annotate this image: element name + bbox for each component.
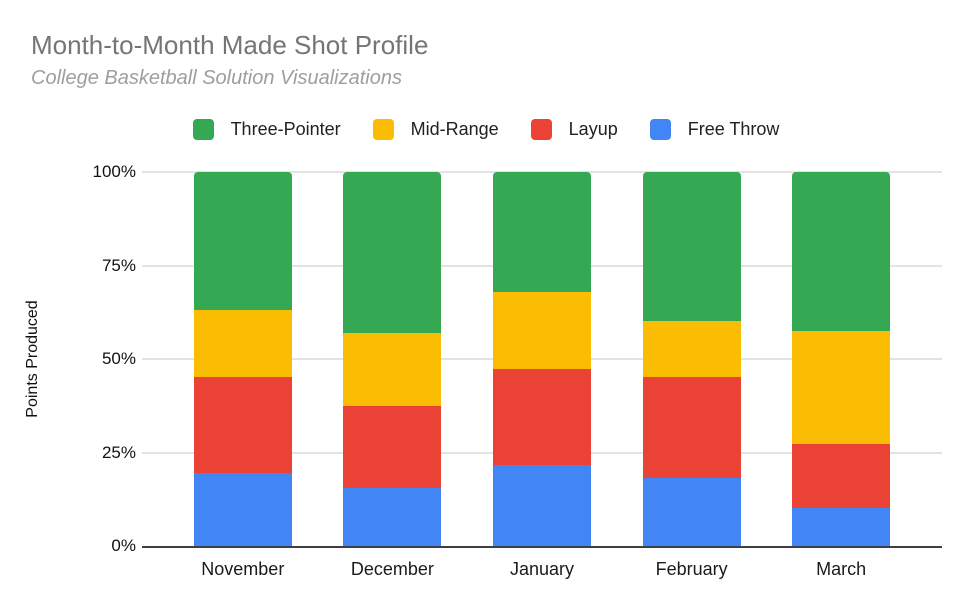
- bar-segment-december-layup[interactable]: [343, 406, 442, 488]
- x-label-december: December: [350, 559, 434, 579]
- bar-february: [642, 172, 741, 546]
- bar-segment-february-mid-range[interactable]: [642, 321, 741, 378]
- bar-march: [792, 172, 891, 546]
- bar-segment-november-three-pointer[interactable]: [193, 172, 292, 310]
- legend-item-free-throw[interactable]: Free Throw: [649, 118, 780, 140]
- bar-segment-january-three-pointer[interactable]: [493, 172, 591, 293]
- bar-segment-march-mid-range[interactable]: [792, 331, 891, 444]
- y-tick-25: 25%: [101, 442, 136, 462]
- bar-segment-january-mid-range[interactable]: [493, 292, 591, 370]
- legend-label: Free Throw: [687, 118, 780, 139]
- y-tick-100: 100%: [92, 162, 136, 181]
- legend-label: Mid-Range: [410, 118, 499, 139]
- x-label-march: March: [816, 559, 867, 579]
- bar-segment-february-three-pointer[interactable]: [642, 172, 741, 322]
- legend-item-mid-range[interactable]: Mid-Range: [372, 118, 499, 140]
- legend-label: Three-Pointer: [230, 118, 341, 139]
- bar-segment-march-layup[interactable]: [792, 443, 891, 508]
- bar-segment-november-layup[interactable]: [193, 377, 292, 473]
- x-label-february: February: [655, 559, 728, 579]
- legend-swatch-layup: [530, 118, 552, 140]
- bar-segment-february-layup[interactable]: [642, 377, 741, 478]
- bar-december: [343, 172, 442, 546]
- y-tick-75: 75%: [101, 255, 136, 275]
- bar-segment-february-free-throw[interactable]: [642, 477, 741, 546]
- legend-item-three-pointer[interactable]: Three-Pointer: [192, 118, 341, 140]
- y-tick-50: 50%: [101, 349, 136, 368]
- legend-label: Layup: [568, 118, 618, 139]
- bar-segment-january-free-throw[interactable]: [493, 464, 591, 546]
- legend-swatch-free-throw: [649, 118, 671, 140]
- legend-item-layup[interactable]: Layup: [530, 118, 618, 140]
- bar-november: [193, 172, 292, 546]
- chart-title: Month-to-Month Made Shot Profile: [31, 30, 429, 60]
- x-axis-labels: November December January February March: [142, 558, 942, 582]
- y-tick-0: 0%: [111, 536, 136, 555]
- bar-segment-november-mid-range[interactable]: [193, 309, 292, 378]
- bar-segment-march-three-pointer[interactable]: [792, 172, 891, 332]
- bar-segment-january-layup[interactable]: [493, 369, 591, 465]
- plot-area: [142, 171, 942, 548]
- bar-segment-november-free-throw[interactable]: [193, 472, 292, 546]
- bar-january: [493, 172, 591, 546]
- bar-segment-december-free-throw[interactable]: [343, 487, 442, 546]
- bar-segment-march-free-throw[interactable]: [792, 507, 891, 546]
- legend-swatch-three-pointer: [192, 118, 214, 140]
- legend: Three-Pointer Mid-Range Layup Free Throw: [0, 116, 972, 142]
- y-axis-ticks: 100% 75% 50% 25% 0%: [0, 162, 136, 555]
- x-label-november: November: [201, 559, 285, 579]
- bar-segment-december-mid-range[interactable]: [343, 332, 442, 407]
- chart-subtitle: College Basketball Solution Visualizatio…: [31, 67, 402, 89]
- legend-swatch-mid-range: [372, 118, 394, 140]
- x-label-january: January: [509, 559, 575, 579]
- bar-segment-december-three-pointer[interactable]: [343, 172, 442, 333]
